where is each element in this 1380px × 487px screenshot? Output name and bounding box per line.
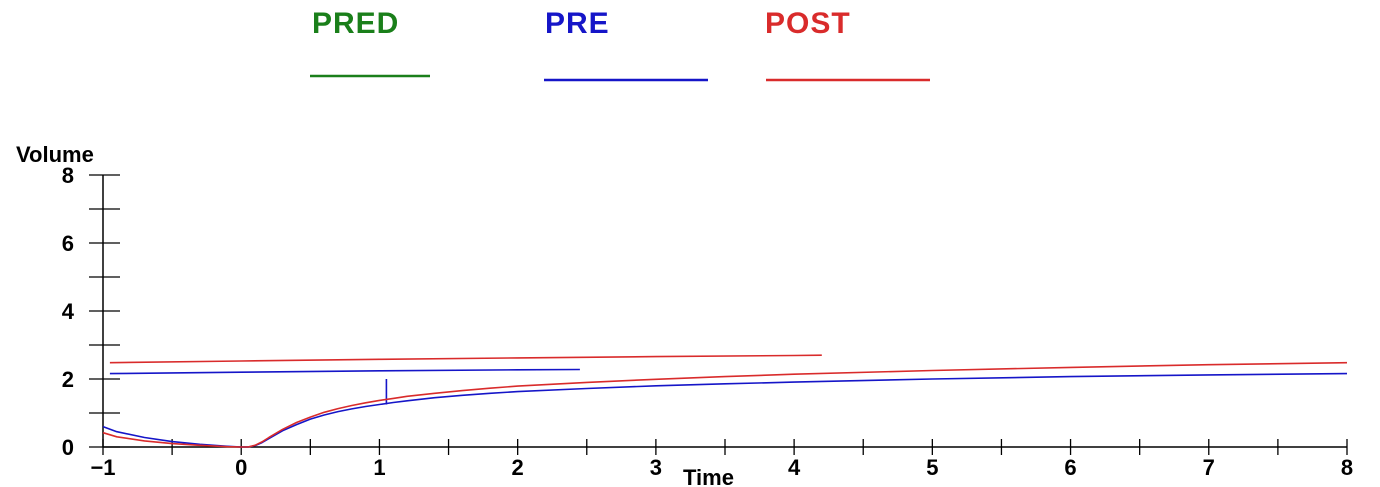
x-tick-label: 3 bbox=[650, 455, 662, 480]
x-axis-label: Time bbox=[683, 465, 734, 487]
axes: −1 0 1 2 3 4 5 6 7 8 0 2 4 6 8 bbox=[62, 163, 1353, 480]
x-tick-label: 8 bbox=[1341, 455, 1353, 480]
series-pre-curve-0 bbox=[102, 372, 1348, 448]
x-tick-label: −1 bbox=[90, 455, 115, 480]
x-tick-label: 5 bbox=[926, 455, 938, 480]
legend-label-pre: PRE bbox=[545, 7, 610, 40]
x-tick-label: 6 bbox=[1064, 455, 1076, 480]
y-tick-label: 2 bbox=[62, 367, 74, 392]
legend-label-post: POST bbox=[765, 7, 851, 40]
plot-area bbox=[102, 354, 1348, 448]
x-tick-label: 2 bbox=[512, 455, 524, 480]
x-tick-label: 4 bbox=[788, 455, 801, 480]
series-post-curve-0 bbox=[102, 361, 1348, 448]
x-tick-label: 1 bbox=[373, 455, 385, 480]
series-pre-curve-1 bbox=[109, 368, 580, 375]
y-tick-label: 0 bbox=[62, 435, 74, 460]
y-tick-label: 8 bbox=[62, 163, 74, 188]
x-tick-label: 7 bbox=[1203, 455, 1215, 480]
legend: PRED PRE POST bbox=[310, 7, 930, 82]
y-axis-label: Volume bbox=[16, 142, 94, 167]
series-post-curve-1 bbox=[109, 354, 822, 364]
x-tick-label: 0 bbox=[235, 455, 247, 480]
legend-label-pred: PRED bbox=[312, 7, 399, 40]
y-tick-label: 4 bbox=[62, 299, 75, 324]
y-tick-label: 6 bbox=[62, 231, 74, 256]
